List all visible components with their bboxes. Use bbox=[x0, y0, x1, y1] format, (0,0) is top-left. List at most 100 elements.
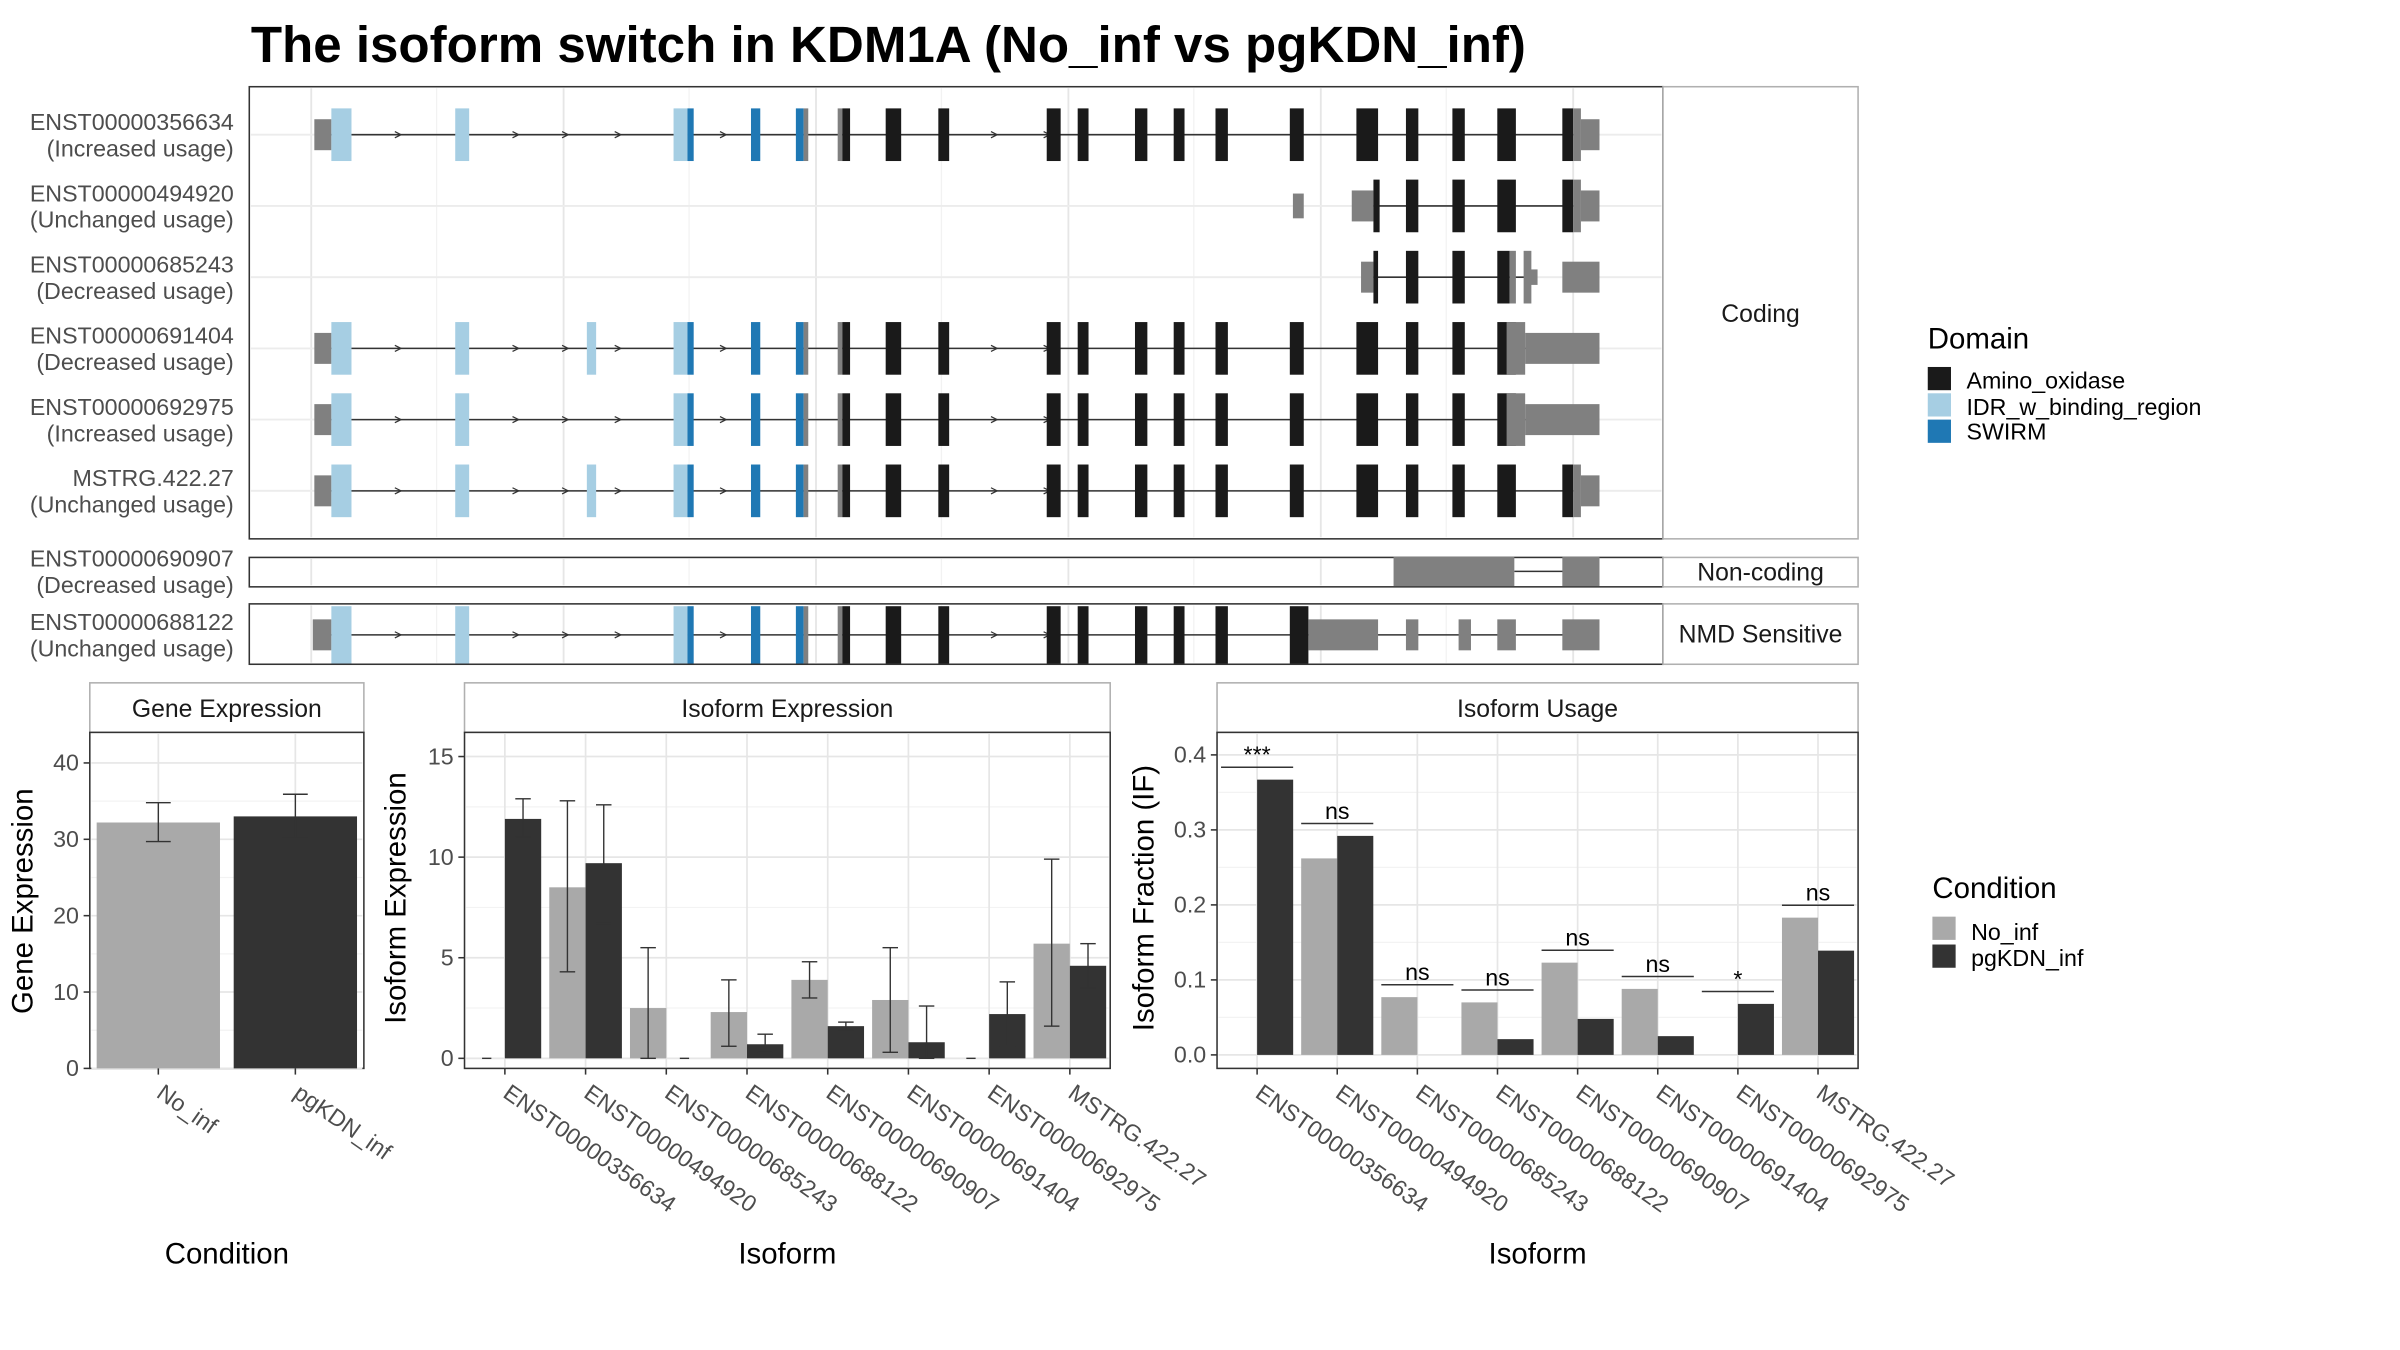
direction-arrow bbox=[990, 415, 999, 424]
amino-oxidase-domain bbox=[938, 606, 950, 664]
amino-oxidase-domain bbox=[1373, 179, 1380, 233]
amino-oxidase-domain bbox=[1289, 108, 1304, 162]
exon-gray bbox=[837, 606, 843, 664]
amino-oxidase-domain bbox=[1289, 322, 1304, 375]
transcript-row bbox=[314, 393, 1600, 446]
bar bbox=[1541, 962, 1578, 1055]
direction-arrow bbox=[614, 631, 623, 639]
transcript-id-label: ENST00000685243 bbox=[30, 252, 234, 278]
utr-block bbox=[1529, 269, 1538, 285]
gene-strip bbox=[89, 682, 365, 734]
bar bbox=[1818, 950, 1855, 1055]
amino-oxidase-domain bbox=[885, 393, 902, 446]
bar bbox=[504, 818, 542, 1059]
swirm-domain bbox=[795, 464, 804, 518]
exon-gray bbox=[1509, 250, 1516, 304]
structure-rows bbox=[312, 108, 1600, 664]
y-tick-label: 5 bbox=[441, 944, 454, 970]
transcript-id-label: ENST00000692975 bbox=[30, 394, 234, 420]
amino-oxidase-domain bbox=[1134, 322, 1148, 375]
gene-strip-label: Gene Expression bbox=[132, 696, 322, 723]
swirm-domain bbox=[687, 108, 694, 162]
direction-arrow bbox=[614, 344, 623, 353]
utr-block bbox=[1458, 619, 1471, 651]
amino-oxidase-domain bbox=[1497, 464, 1516, 518]
amino-oxidase-domain bbox=[1452, 108, 1465, 162]
swirm-domain bbox=[750, 108, 761, 162]
amino-oxidase-domain bbox=[1046, 464, 1061, 518]
amino-oxidase-domain bbox=[1562, 464, 1574, 518]
amino-oxidase-domain bbox=[1173, 606, 1185, 664]
utr-block bbox=[1562, 619, 1600, 651]
transcript-row bbox=[314, 322, 1600, 375]
idr-domain bbox=[455, 322, 470, 375]
y-tick-label: 0 bbox=[66, 1055, 79, 1081]
transcript-usage-label: (Increased usage) bbox=[47, 420, 234, 446]
utr-block bbox=[1308, 619, 1379, 651]
exon-gray bbox=[837, 464, 843, 518]
amino-oxidase-domain bbox=[938, 108, 950, 162]
figure-title: The isoform switch in KDM1A (No_inf vs p… bbox=[251, 16, 1526, 73]
gene-ylabel: Gene Expression bbox=[7, 788, 40, 1014]
utr-block bbox=[1525, 404, 1600, 436]
legend-label-no-inf: No_inf bbox=[1971, 919, 2039, 945]
legend-key-amino-oxidase bbox=[1927, 366, 1951, 391]
utr-block bbox=[1361, 261, 1374, 293]
idr-domain bbox=[331, 464, 352, 518]
significance-label: ns bbox=[1565, 925, 1590, 951]
condition-legend: Condition No_inf pgKDN_inf bbox=[1932, 872, 2084, 971]
iso-expr-strip-label: Isoform Expression bbox=[681, 696, 893, 723]
amino-oxidase-domain bbox=[1562, 179, 1574, 233]
transcript-row bbox=[1361, 250, 1600, 304]
gene-xlabel: Condition bbox=[165, 1237, 289, 1270]
amino-oxidase-domain bbox=[842, 108, 851, 162]
amino-oxidase-domain bbox=[1405, 179, 1419, 233]
iso-usage-strip-label: Isoform Usage bbox=[1457, 696, 1618, 723]
amino-oxidase-domain bbox=[1356, 393, 1379, 446]
amino-oxidase-domain bbox=[885, 606, 902, 664]
amino-oxidase-domain bbox=[1046, 322, 1061, 375]
y-tick-label: 30 bbox=[53, 826, 79, 852]
amino-oxidase-domain bbox=[1452, 393, 1465, 446]
bar bbox=[1781, 917, 1819, 1055]
idr-domain bbox=[673, 393, 688, 446]
exon-gray bbox=[803, 322, 809, 375]
swirm-domain bbox=[750, 464, 761, 518]
amino-oxidase-domain bbox=[1173, 393, 1185, 446]
exon-gray bbox=[1523, 250, 1532, 304]
amino-oxidase-domain bbox=[1497, 108, 1516, 162]
amino-oxidase-domain bbox=[938, 393, 950, 446]
coding-facet-label: Coding bbox=[1721, 301, 1799, 328]
swirm-domain bbox=[687, 393, 694, 446]
legend-label-swirm: SWIRM bbox=[1966, 419, 2046, 445]
direction-arrow bbox=[614, 487, 623, 495]
amino-oxidase-domain bbox=[1405, 250, 1419, 304]
amino-oxidase-domain bbox=[1452, 179, 1465, 233]
bar bbox=[1737, 1003, 1774, 1055]
gene-bars bbox=[96, 793, 358, 1069]
transcript-usage-label: (Unchanged usage) bbox=[30, 207, 234, 233]
transcript-row bbox=[1393, 556, 1600, 587]
direction-arrow bbox=[561, 131, 570, 139]
direction-arrow bbox=[990, 487, 999, 495]
bar bbox=[1497, 1039, 1534, 1055]
exon-gray bbox=[1573, 179, 1581, 233]
amino-oxidase-domain bbox=[1215, 108, 1228, 162]
iso-expr-xlabel: Isoform bbox=[738, 1237, 836, 1270]
swirm-domain bbox=[750, 393, 761, 446]
y-tick-label: 20 bbox=[53, 902, 79, 928]
exon-gray bbox=[803, 464, 809, 518]
y-tick-label: 15 bbox=[428, 743, 454, 769]
utr-block bbox=[1580, 475, 1600, 507]
bar bbox=[1301, 858, 1338, 1055]
amino-oxidase-domain bbox=[1452, 464, 1465, 518]
amino-oxidase-domain bbox=[1405, 108, 1419, 162]
utr-block bbox=[1525, 332, 1600, 364]
exon-gray bbox=[803, 606, 809, 664]
direction-arrow bbox=[614, 131, 623, 139]
iso-expr-strip bbox=[463, 682, 1111, 734]
swirm-domain bbox=[750, 322, 761, 375]
utr-block bbox=[314, 404, 332, 436]
amino-oxidase-domain bbox=[1452, 250, 1465, 304]
